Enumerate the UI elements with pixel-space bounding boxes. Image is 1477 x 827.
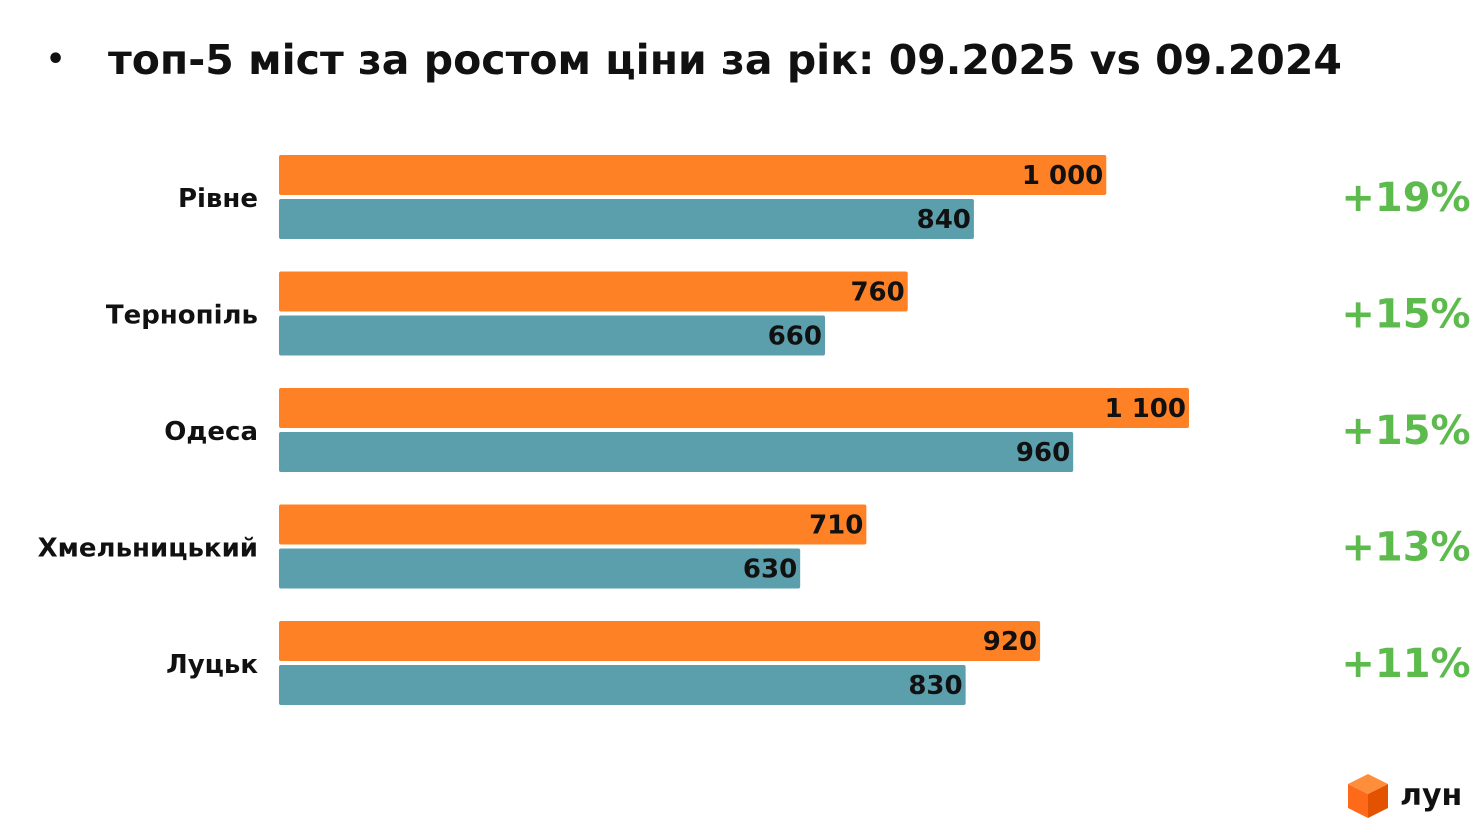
- bar-previous: [279, 548, 801, 589]
- growth-annotation: +13%: [1341, 525, 1470, 571]
- bar-current: [279, 271, 908, 312]
- category-label: Одеса: [164, 417, 258, 447]
- growth-annotation: +19%: [1341, 175, 1470, 221]
- bar-previous: [279, 665, 966, 705]
- chart-title: топ-5 міст за ростом ціни за рік: 09.202…: [108, 36, 1342, 84]
- data-label: 960: [1016, 438, 1070, 468]
- category-label: Тернопіль: [106, 301, 258, 331]
- brand-logo: лун: [1344, 772, 1468, 820]
- data-label: 760: [850, 278, 904, 308]
- data-label: 710: [809, 511, 863, 541]
- bar-current: [279, 155, 1107, 195]
- bar-current: [279, 621, 1041, 661]
- data-label: 830: [908, 671, 962, 701]
- bullet-point: •: [46, 42, 66, 77]
- bar-current: [279, 504, 867, 545]
- growth-annotation: +11%: [1341, 641, 1470, 687]
- bar-previous: [279, 199, 974, 239]
- logo-text: лун: [1400, 778, 1463, 813]
- header: • топ-5 міст за ростом ціни за рік: 09.2…: [0, 28, 1477, 92]
- growth-annotation: +15%: [1341, 408, 1470, 454]
- bar-current: [279, 388, 1189, 428]
- cube-icon: [1348, 774, 1388, 818]
- growth-annotation: +15%: [1341, 292, 1470, 338]
- data-label: 1 100: [1105, 394, 1186, 424]
- data-label: 1 000: [1022, 161, 1103, 191]
- bar-previous: [279, 432, 1074, 472]
- category-label: Хмельницький: [38, 534, 258, 564]
- data-label: 920: [983, 627, 1037, 657]
- data-label: 840: [917, 205, 971, 235]
- category-label: Луцьк: [166, 650, 258, 680]
- data-label: 630: [743, 555, 797, 585]
- category-label: Рівне: [178, 184, 258, 214]
- data-label: 660: [768, 322, 822, 352]
- bar-previous: [279, 315, 825, 356]
